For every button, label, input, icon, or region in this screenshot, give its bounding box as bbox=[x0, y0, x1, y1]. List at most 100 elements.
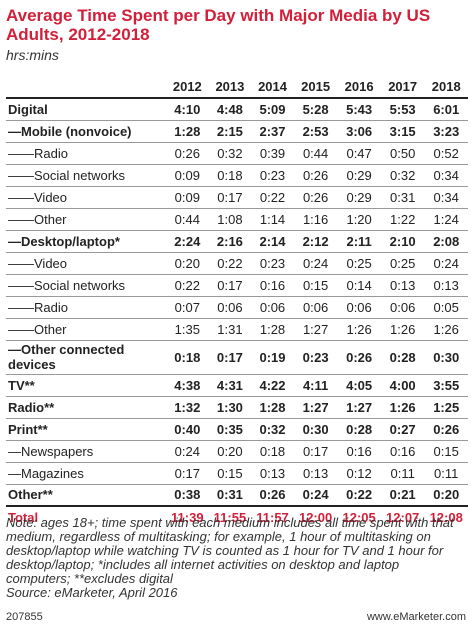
row-label: ——Social networks bbox=[6, 163, 166, 186]
value-cell-2016: 0:16 bbox=[337, 439, 381, 462]
value-cell-2013: 0:15 bbox=[208, 461, 252, 484]
total-cell-2016: 12:05 bbox=[337, 505, 381, 528]
value-cell-2017: 5:53 bbox=[389, 101, 416, 117]
value-cell-2018: 0:52 bbox=[424, 141, 468, 164]
value-cell-2012: 0:18 bbox=[166, 339, 209, 374]
row-label: Digital bbox=[8, 101, 48, 117]
value-cell-2015: 0:17 bbox=[293, 439, 338, 462]
value-cell-2016: 2:11 bbox=[337, 229, 381, 252]
table-row: —Mobile (nonvoice) 1:28 2:15 2:37 2:53 3:06 3:… bbox=[6, 119, 468, 142]
table-row: ——Video 0:20 0:22 0:23 0:24 0:25 0:25 0:24 bbox=[6, 251, 468, 274]
value-cell-2018: 0:13 bbox=[424, 273, 468, 296]
row-label: —Desktop/laptop* bbox=[6, 229, 166, 252]
table-row: TV** 4:38 4:31 4:22 4:11 4:05 4:00 3:55 bbox=[6, 373, 468, 396]
row-label: ——Video bbox=[6, 185, 166, 208]
column-header-2018: 2018 bbox=[424, 76, 468, 99]
value-cell-2015: 2:12 bbox=[293, 229, 338, 252]
value-cell-2015: 1:16 bbox=[293, 207, 338, 230]
value-cell-2015: 1:27 bbox=[293, 317, 338, 340]
value-cell-2012: 0:17 bbox=[166, 461, 209, 484]
row-label: Radio** bbox=[6, 395, 166, 418]
table-row: Other** 0:38 0:31 0:26 0:24 0:22 0:21 0:20 bbox=[6, 483, 468, 506]
total-cell-2017: 12:07 bbox=[380, 505, 425, 528]
value-cell-2013: 1:31 bbox=[208, 317, 252, 340]
value-cell-2017: 0:31 bbox=[380, 185, 425, 208]
value-cell-2012: 0:24 bbox=[166, 439, 209, 462]
value-cell-2017: 1:26 bbox=[380, 317, 425, 340]
value-cell-2017: 0:21 bbox=[380, 483, 425, 506]
column-header-2013: 2013 bbox=[208, 76, 252, 99]
table-row: —Desktop/laptop* 2:24 2:16 2:14 2:12 2:11 2:10… bbox=[6, 229, 468, 252]
header-row: 2012 2013 2014 2015 2016 2017 2018 bbox=[6, 76, 468, 99]
value-cell-2017: 0:16 bbox=[380, 439, 425, 462]
value-cell-2017: 4:00 bbox=[380, 373, 425, 396]
value-cell-2012: 4:38 bbox=[166, 373, 209, 396]
value-cell-2013: 0:06 bbox=[208, 295, 252, 318]
value-cell-2014: 0:18 bbox=[251, 439, 294, 462]
value-cell-2012: 0:22 bbox=[166, 273, 209, 296]
value-cell-2017: 1:22 bbox=[380, 207, 425, 230]
table-row: ——Radio 0:26 0:32 0:39 0:44 0:47 0:50 0:52 bbox=[6, 141, 468, 164]
chart-title: Average Time Spent per Day with Major Me… bbox=[6, 6, 431, 44]
table-row: Print** 0:40 0:35 0:32 0:30 0:28 0:27 0:26 bbox=[6, 417, 468, 440]
value-cell-2013: 4:31 bbox=[208, 373, 252, 396]
value-cell-2014: 0:19 bbox=[251, 339, 294, 374]
value-cell-2014: 0:32 bbox=[251, 417, 294, 440]
row-label: —Mobile (nonvoice) bbox=[6, 119, 166, 142]
value-cell-2018: 0:24 bbox=[424, 251, 468, 274]
table-row: ——Other 0:44 1:08 1:14 1:16 1:20 1:22 1:24 bbox=[6, 207, 468, 230]
value-cell-2015: 0:23 bbox=[293, 339, 338, 374]
value-cell-2018: 0:26 bbox=[424, 417, 468, 440]
table-row: Radio** 1:32 1:30 1:28 1:27 1:27 1:26 1:25 bbox=[6, 395, 468, 418]
table-row: —Magazines 0:17 0:15 0:13 0:13 0:12 0:11 0:11 bbox=[6, 461, 468, 484]
value-cell-2015: 0:24 bbox=[293, 251, 338, 274]
value-cell-2018: 2:08 bbox=[424, 229, 468, 252]
value-cell-2014: 0:16 bbox=[251, 273, 294, 296]
table-row: ——Other 1:35 1:31 1:28 1:27 1:26 1:26 1:26 bbox=[6, 317, 468, 340]
table-row: ——Social networks 0:22 0:17 0:16 0:15 0:14 0:1… bbox=[6, 273, 468, 296]
value-cell-2016: 1:27 bbox=[337, 395, 381, 418]
value-cell-2014: 4:22 bbox=[251, 373, 294, 396]
value-cell-2013: 1:30 bbox=[208, 395, 252, 418]
value-cell-2015: 0:15 bbox=[293, 273, 338, 296]
table-row: ——Radio 0:07 0:06 0:06 0:06 0:06 0:06 0:05 bbox=[6, 295, 468, 318]
value-cell-2013: 0:17 bbox=[208, 339, 252, 374]
total-cell-2012: 11:39 bbox=[166, 505, 209, 528]
value-cell-2014: 0:22 bbox=[251, 185, 294, 208]
value-cell-2018: 0:11 bbox=[424, 461, 468, 484]
value-cell-2014: 1:28 bbox=[251, 317, 294, 340]
value-cell-2016: 0:06 bbox=[337, 295, 381, 318]
value-cell-2014: 2:37 bbox=[251, 119, 294, 142]
value-cell-2013: 0:35 bbox=[208, 417, 252, 440]
total-cell-2013: 11:55 bbox=[208, 505, 252, 528]
value-cell-2017: 0:13 bbox=[380, 273, 425, 296]
value-cell-2016: 0:25 bbox=[337, 251, 381, 274]
value-cell-2014: 0:23 bbox=[251, 163, 294, 186]
value-cell-2016: 0:14 bbox=[337, 273, 381, 296]
total-cell-2018: 12:08 bbox=[424, 505, 468, 528]
value-cell-2015: 5:28 bbox=[302, 101, 329, 117]
value-cell-2014: 0:23 bbox=[251, 251, 294, 274]
value-cell-2017: 0:25 bbox=[380, 251, 425, 274]
value-cell-2018: 3:55 bbox=[424, 373, 468, 396]
value-cell-2013: 0:31 bbox=[208, 483, 252, 506]
value-cell-2017: 3:15 bbox=[380, 119, 425, 142]
value-cell-2015: 0:44 bbox=[293, 141, 338, 164]
value-cell-2013: 2:15 bbox=[208, 119, 252, 142]
table-row: ——Video 0:09 0:17 0:22 0:26 0:29 0:31 0:34 bbox=[6, 185, 468, 208]
value-cell-2015: 4:11 bbox=[293, 373, 338, 396]
value-cell-2014: 1:28 bbox=[251, 395, 294, 418]
value-cell-2012: 1:32 bbox=[166, 395, 209, 418]
value-cell-2016: 0:29 bbox=[337, 163, 381, 186]
media-time-table: 2012 2013 2014 2015 2016 2017 2018 Digital 4:10… bbox=[6, 76, 468, 528]
row-label: ——Other bbox=[6, 207, 166, 230]
value-cell-2013: 0:17 bbox=[208, 185, 252, 208]
table-row: —Other connected devices 0:18 0:17 0:19 0:23… bbox=[6, 339, 468, 374]
table-body: Digital 4:10 4:48 5:09 5:28 5:43 5:53 6:01 —Mobi… bbox=[6, 98, 468, 528]
total-cell-2015: 12:00 bbox=[293, 505, 338, 528]
value-cell-2012: 0:38 bbox=[166, 483, 209, 506]
value-cell-2013: 0:17 bbox=[208, 273, 252, 296]
value-cell-2018: 1:25 bbox=[424, 395, 468, 418]
chart-id: 207855 bbox=[6, 611, 43, 623]
value-cell-2016: 4:05 bbox=[337, 373, 381, 396]
